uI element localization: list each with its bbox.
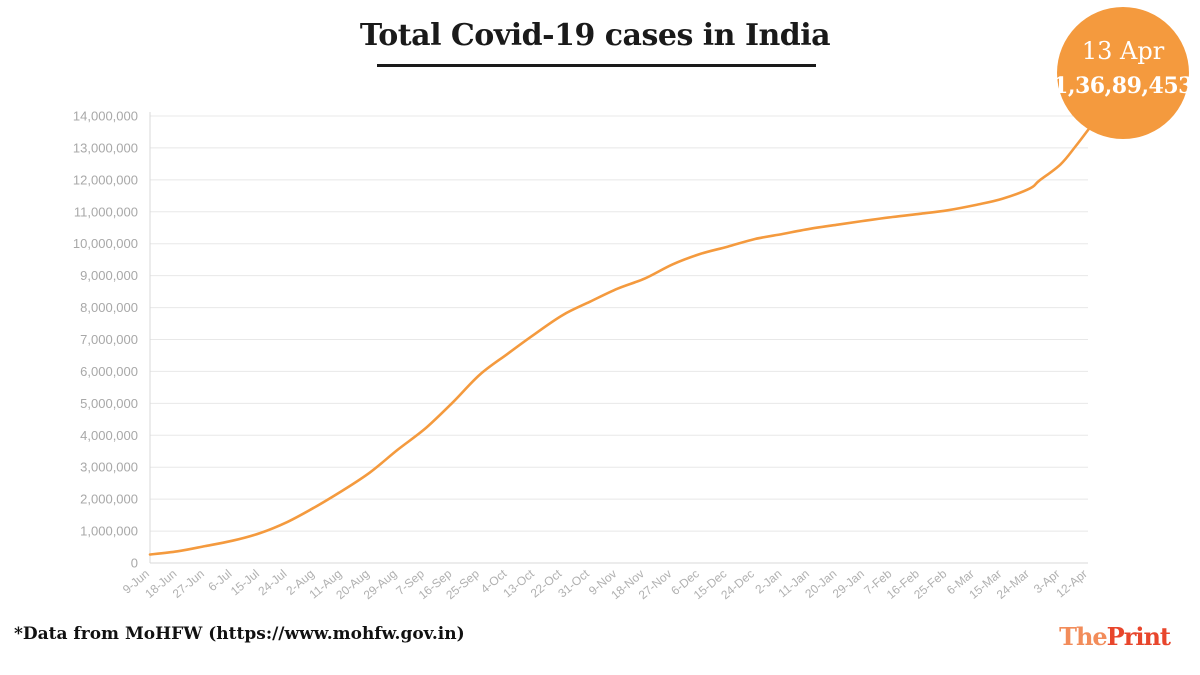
series-line-total-cases: [148, 124, 1093, 556]
y-tick-label: 8,000,000: [80, 300, 138, 315]
x-tick-label: 29-Jan: [830, 567, 867, 601]
callout-date: 13 Apr: [1081, 37, 1165, 65]
y-tick-label: 12,000,000: [73, 172, 138, 187]
x-tick-label: 24-Jul: [255, 567, 289, 599]
y-tick-label: 1,000,000: [80, 524, 138, 539]
brand-the: The: [1059, 622, 1108, 651]
y-axis: 0 1,000,000 2,000,000 3,000,000 4,000,000 5,0…: [73, 109, 138, 571]
x-tick-label: 27-Jun: [170, 567, 207, 601]
y-tick-label: 10,000,000: [73, 236, 138, 251]
y-tick-label: 7,000,000: [80, 332, 138, 347]
y-tick-label: 5,000,000: [80, 396, 138, 411]
latest-value-callout: 13 Apr 1,36,89,453: [1053, 7, 1193, 139]
brand-logo: ThePrint: [1059, 622, 1171, 651]
y-tick-label: 6,000,000: [80, 364, 138, 379]
x-tick-label: 31-Oct: [555, 566, 592, 600]
y-tick-label: 0: [131, 556, 138, 571]
title-underline: [377, 64, 816, 67]
callout-value: 1,36,89,453: [1053, 73, 1193, 99]
y-tick-label: 3,000,000: [80, 460, 138, 475]
x-tick-label: 12-Apr: [1053, 567, 1090, 601]
y-tick-label: 9,000,000: [80, 268, 138, 283]
source-note: *Data from MoHFW (https://www.mohfw.gov.…: [14, 624, 465, 644]
gridlines: [149, 112, 1088, 564]
x-tick-label: 15-Jul: [228, 567, 262, 599]
y-tick-label: 13,000,000: [73, 140, 138, 155]
y-tick-label: 4,000,000: [80, 428, 138, 443]
y-tick-label: 14,000,000: [73, 109, 138, 124]
y-tick-label: 11,000,000: [74, 204, 138, 219]
chart-title: Total Covid-19 cases in India: [359, 18, 831, 53]
y-tick-label: 2,000,000: [80, 492, 138, 507]
x-axis: 9-Jun18-Jun27-Jun6-Jul15-Jul24-Jul2-Aug1…: [120, 566, 1090, 602]
brand-print: Print: [1106, 622, 1171, 651]
